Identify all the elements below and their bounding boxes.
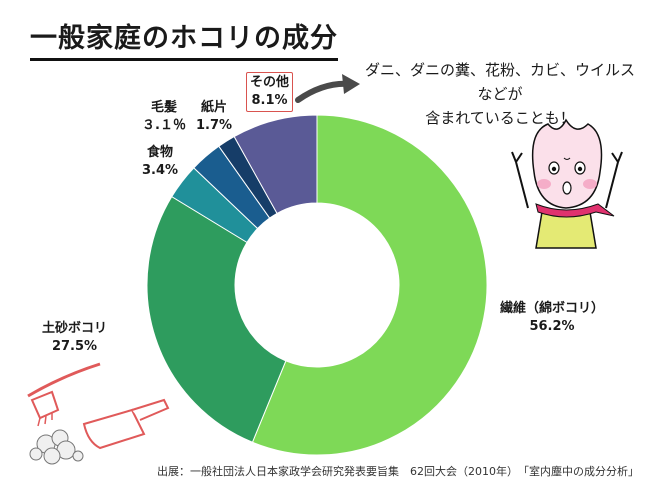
label-food-name: 食物: [147, 145, 174, 160]
note-text: ダニ、ダニの糞、花粉、カビ、ウイルスなどが 含まれていることも！: [360, 58, 640, 130]
label-other: その他 8.1%: [246, 72, 294, 112]
label-soil-value: 27.5%: [51, 339, 98, 354]
source-citation: 出展：一般社団法人日本家政学会研究発表要旨集 62回大会（2010年） 「室内塵…: [157, 465, 639, 478]
arrow-icon: [295, 74, 360, 103]
label-paper-name: 紙片: [201, 100, 228, 115]
label-food: 食物 3.4%: [142, 144, 178, 180]
label-fiber-name: 繊維（綿ボコリ）: [500, 301, 605, 316]
broom-dustpan-illustration: [27, 362, 170, 465]
label-paper: 紙片 1.7%: [196, 99, 232, 135]
label-other-name: その他: [250, 75, 290, 90]
label-other-value: 8.1%: [251, 93, 288, 108]
slice-fiber: [251, 114, 488, 456]
label-soil: 土砂ボコリ 27.5%: [42, 320, 107, 356]
slice-other: [233, 114, 318, 215]
label-fiber-value: 56.2%: [529, 319, 575, 334]
label-soil-name: 土砂ボコリ: [42, 321, 108, 336]
label-hair: 毛髪 ３.１％: [142, 99, 186, 135]
slice-soil: [146, 195, 287, 443]
label-hair-value: ３.１％: [142, 118, 186, 133]
note-line-1: ダニ、ダニの糞、花粉、カビ、ウイルスなどが: [364, 61, 635, 103]
mascot-illustration: [511, 118, 623, 249]
chart-title: 一般家庭のホコリの成分: [30, 22, 338, 61]
label-fiber: 繊維（綿ボコリ） 56.2%: [500, 300, 604, 336]
label-hair-name: 毛髪: [150, 100, 177, 115]
label-paper-value: 1.7%: [196, 118, 233, 133]
note-line-2: 含まれていることも！: [425, 109, 575, 127]
label-food-value: 3.4%: [142, 163, 179, 178]
